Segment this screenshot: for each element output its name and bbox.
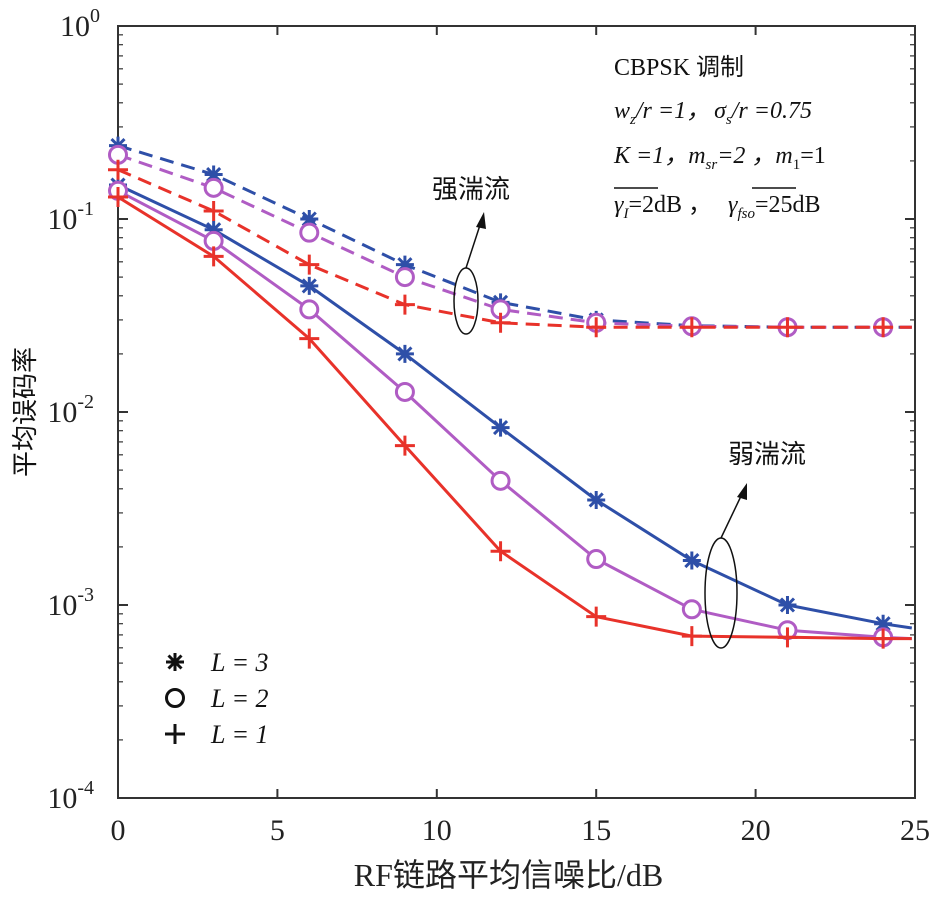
annotations: CBPSK 调制 wz/r =1， σs/r =0.75 K =1，msr=2 ，…: [432, 54, 826, 649]
x-tick-label: 15: [581, 814, 611, 847]
data-point: [299, 299, 320, 320]
legend-marker-circle: [165, 688, 185, 708]
series-5-dashed-plus: [108, 159, 912, 338]
data-point: [873, 317, 894, 338]
x-tick-label: 20: [741, 814, 771, 847]
data-point: [204, 165, 223, 184]
y-tick-label: 10-1: [47, 198, 94, 236]
data-point: [299, 328, 320, 349]
legend: L = 3 L = 2 L = 1: [165, 648, 269, 749]
data-point: [490, 541, 511, 562]
axes: 0 5 10 15 20 25 10-4 10-3 10-2 10-1 100 RF链路平均信噪比/d…: [11, 5, 930, 893]
param-line-1: wz/r =1， σs/r =0.75: [614, 98, 812, 128]
param-line-2: K =1，msr=2 ，m1=1: [613, 143, 826, 173]
strong-turbulence-arrow: [465, 221, 482, 269]
data-point: [491, 418, 510, 437]
modulation-label: CBPSK 调制: [614, 54, 744, 81]
weak-turbulence-label: 弱湍流: [728, 440, 806, 470]
y-tick-label: 100: [60, 5, 100, 43]
data-point: [586, 606, 607, 627]
series-line: [117, 183, 913, 630]
data-point: [587, 490, 606, 509]
y-tick-label: 10-4: [47, 777, 94, 815]
data-point: [395, 344, 414, 363]
x-tick-label: 0: [111, 814, 126, 847]
data-point: [300, 276, 319, 295]
data-point: [300, 210, 319, 228]
data-point: [108, 159, 128, 180]
strong-turbulence-arrowhead: [476, 212, 486, 229]
data-point: [777, 317, 798, 338]
data-point: [203, 246, 224, 267]
weak-turbulence-arrow: [720, 493, 743, 539]
data-point: [394, 267, 415, 288]
data-point: [874, 614, 893, 633]
data-point: [203, 177, 224, 198]
x-axis-title: RF链路平均信噪比/dB: [354, 857, 663, 893]
data-point: [394, 294, 415, 315]
data-point: [204, 220, 223, 239]
y-tick-label: 10-3: [47, 584, 94, 622]
data-point: [681, 317, 702, 338]
series-line: [117, 195, 912, 641]
legend-label: L = 2: [210, 684, 269, 713]
x-tick-label: 5: [270, 814, 285, 847]
data-point: [778, 596, 797, 614]
series-0-solid-star: [109, 176, 913, 633]
x-tick-label: 25: [900, 814, 930, 847]
series-2-solid-plus: [108, 187, 912, 649]
x-tick-label: 10: [422, 814, 452, 847]
data-point: [299, 254, 320, 275]
legend-label: L = 3: [210, 648, 269, 677]
data-point: [394, 381, 415, 402]
data-point: [394, 435, 415, 456]
data-point: [203, 201, 224, 222]
series-line: [117, 168, 912, 329]
data-point: [681, 599, 702, 620]
legend-label: L = 1: [210, 720, 269, 749]
data-point: [682, 551, 701, 570]
data-point: [395, 255, 414, 274]
series-line: [117, 189, 912, 641]
legend-marker-plus: [165, 724, 185, 744]
series-layer: [108, 136, 913, 649]
param-line-3: γI=2dB ， γfso=25dB: [614, 192, 821, 222]
strong-turbulence-label: 强湍流: [432, 175, 510, 205]
data-point: [777, 627, 798, 648]
data-point: [108, 187, 128, 208]
data-point: [490, 312, 511, 333]
data-point: [681, 626, 702, 647]
data-point: [873, 628, 894, 649]
data-point: [586, 317, 607, 338]
data-point: [586, 549, 607, 570]
weak-turbulence-arrowhead: [737, 483, 747, 500]
data-point: [299, 222, 320, 243]
legend-marker-star: [166, 653, 184, 671]
data-point: [490, 470, 511, 491]
y-tick-label: 10-2: [47, 391, 94, 429]
y-axis-title: 平均误码率: [11, 347, 41, 477]
